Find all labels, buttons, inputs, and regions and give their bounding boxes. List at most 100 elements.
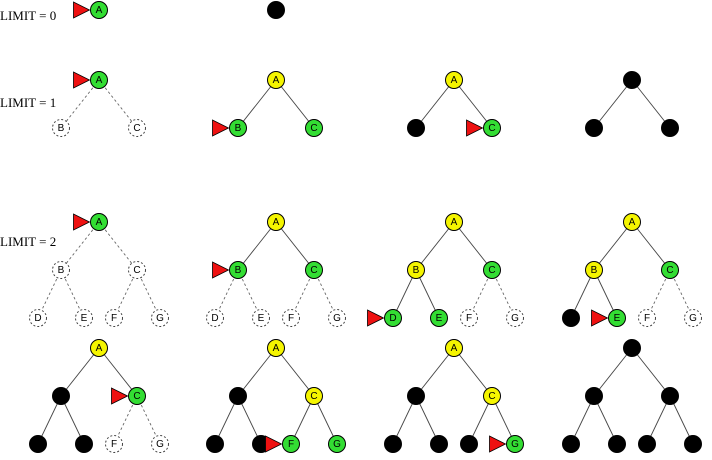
node-C-done [661, 387, 679, 405]
node-label-E: E [614, 313, 621, 324]
node-B-done [407, 387, 425, 405]
edge-A-B [60, 79, 100, 129]
node-A-expanded [267, 339, 285, 357]
edge-A-B [593, 221, 633, 271]
node-F-unseen [638, 309, 656, 327]
node-G-frontier [328, 435, 346, 453]
tree-panel-r1-c1: A B C [212, 71, 323, 137]
edge-A-C [275, 347, 315, 397]
edge-B-E [60, 269, 85, 319]
node-B-frontier [229, 261, 247, 279]
node-F-unseen [105, 309, 123, 327]
node-label-G: G [333, 439, 341, 450]
node-label-A: A [451, 343, 458, 354]
node-B-expanded [407, 261, 425, 279]
node-B-expanded [585, 261, 603, 279]
node-A-expanded [267, 213, 285, 231]
node-B-unseen [52, 261, 70, 279]
node-G-unseen [151, 309, 169, 327]
tree-panel-r1-c3 [585, 71, 679, 137]
node-D-unseen [206, 309, 224, 327]
edge-A-C [275, 79, 315, 129]
node-G-unseen [151, 435, 169, 453]
tree-panel-r2-c2: A B C D E F G [367, 213, 524, 327]
tree-panel-r0-c0: A [73, 1, 108, 19]
node-C-frontier [305, 261, 323, 279]
node-label-A: A [96, 5, 103, 16]
edge-C-F [290, 269, 315, 319]
node-C-frontier [128, 387, 146, 405]
edge-A-B [237, 221, 277, 271]
edge-C-F [468, 269, 493, 319]
pointer-arrow-icon [265, 435, 283, 453]
node-label-C: C [133, 123, 140, 134]
tree-panel-r1-c0: A B C [52, 71, 146, 137]
node-label-A: A [273, 75, 280, 86]
edge-A-B [237, 347, 277, 397]
node-C-unseen [128, 119, 146, 137]
node-label-D: D [34, 313, 41, 324]
edge-A-B [60, 347, 100, 397]
node-label-G: G [333, 313, 341, 324]
node-label-B: B [235, 265, 242, 276]
edge-A-C [631, 221, 671, 271]
edge-C-G [136, 269, 161, 319]
node-D-done [206, 435, 224, 453]
node-G-unseen [506, 309, 524, 327]
node-B-unseen [52, 119, 70, 137]
node-F-unseen [105, 435, 123, 453]
node-E-done [430, 435, 448, 453]
pointer-arrow-icon [73, 213, 91, 231]
node-D-done [562, 435, 580, 453]
edge-A-B [60, 221, 100, 271]
edge-A-B [415, 221, 455, 271]
node-label-F: F [111, 313, 117, 324]
edge-A-C [631, 79, 671, 129]
tree-panel-r3-c1: A C F G [206, 339, 346, 453]
node-label-F: F [466, 313, 472, 324]
node-label-C: C [133, 391, 140, 402]
node-label-A: A [96, 217, 103, 228]
edge-C-F [646, 269, 671, 319]
tree-panel-r2-c1: A B C D E F G [206, 213, 346, 327]
node-C-expanded [483, 387, 501, 405]
node-C-frontier [483, 261, 501, 279]
node-B-done [52, 387, 70, 405]
edge-A-B [237, 79, 277, 129]
node-A-frontier [90, 1, 108, 19]
node-A-expanded [445, 71, 463, 89]
limit-label-2: LIMIT = 2 [0, 234, 56, 249]
node-G-frontier [506, 435, 524, 453]
node-A-expanded [445, 213, 463, 231]
edge-C-F [113, 269, 138, 319]
tree-panel-r2-c3: A B C E F G [562, 213, 702, 327]
node-B-done [585, 387, 603, 405]
node-label-E: E [258, 313, 265, 324]
node-E-frontier [608, 309, 626, 327]
node-C-frontier [661, 261, 679, 279]
edge-C-G [313, 269, 338, 319]
tree-panel-r1-c2: AC [407, 71, 501, 137]
node-label-C: C [310, 265, 317, 276]
node-label-F: F [111, 439, 117, 450]
node-C-done [661, 119, 679, 137]
edge-B-E [237, 269, 262, 319]
node-F-done [638, 435, 656, 453]
tree-panel-r3-c0: A C F G [29, 339, 169, 453]
node-label-B: B [235, 123, 242, 134]
node-D-done [29, 435, 47, 453]
node-D-done [562, 309, 580, 327]
node-B-frontier [229, 119, 247, 137]
edge-C-G [491, 269, 516, 319]
node-A-expanded [267, 71, 285, 89]
edge-C-G [136, 395, 161, 445]
edge-C-G [669, 269, 694, 319]
node-label-G: G [156, 313, 164, 324]
node-A-frontier [90, 71, 108, 89]
node-label-G: G [156, 439, 164, 450]
pointer-arrow-icon [367, 309, 385, 327]
tree-panel-r0-c1 [267, 1, 285, 19]
node-label-A: A [273, 217, 280, 228]
node-F-frontier [282, 435, 300, 453]
edge-A-B [593, 347, 633, 397]
